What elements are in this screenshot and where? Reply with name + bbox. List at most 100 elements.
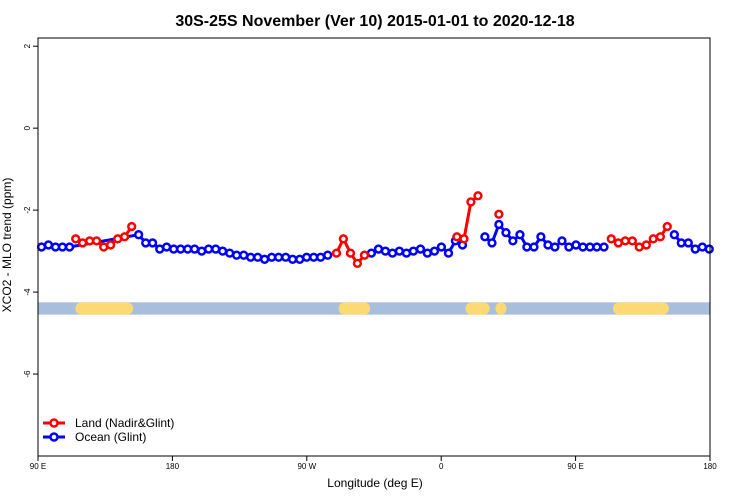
y-tick-label-4: -6 xyxy=(23,370,32,378)
ocean-point xyxy=(683,238,693,248)
y-tick-label-3: -4 xyxy=(23,288,32,296)
ocean-point xyxy=(557,236,567,246)
legend-marker-land xyxy=(49,418,59,428)
x-tick-label-2: 90 W xyxy=(297,462,316,471)
land-point xyxy=(77,238,88,248)
x-tick-label-3: 0 xyxy=(439,462,444,471)
ocean-point xyxy=(522,242,532,252)
land-point xyxy=(331,248,342,258)
ocean-point xyxy=(231,250,242,260)
ocean-point xyxy=(515,230,525,240)
land-band-4 xyxy=(612,302,669,315)
ocean-point xyxy=(429,246,440,256)
y-tick-label-1: 0 xyxy=(23,125,32,130)
ocean-point xyxy=(508,236,518,246)
land-point xyxy=(473,191,483,201)
legend: Land (Nadir&Glint) Ocean (Glint) xyxy=(43,416,174,444)
ocean-point xyxy=(550,242,560,252)
land-point xyxy=(627,236,637,246)
x-tick-label-1: 180 xyxy=(166,462,180,471)
ocean-point xyxy=(380,246,391,256)
land-point xyxy=(466,197,476,207)
ocean-point xyxy=(408,246,419,256)
ocean-point xyxy=(189,244,200,254)
ocean-point xyxy=(217,246,228,256)
x-axis-label: Longitude (deg E) xyxy=(327,476,422,490)
land-point xyxy=(662,221,672,232)
land-point xyxy=(648,234,658,244)
ocean-point xyxy=(676,238,686,248)
land-point xyxy=(452,232,462,242)
x-tick-label-0: 90 E xyxy=(30,462,46,471)
ocean-point xyxy=(259,254,270,264)
land-band-2 xyxy=(465,302,490,315)
land-band-1 xyxy=(338,302,371,315)
ocean-point xyxy=(245,252,256,262)
ocean-point xyxy=(147,238,158,248)
ocean-point xyxy=(704,244,714,254)
ocean-point xyxy=(394,246,405,256)
ocean-point xyxy=(43,240,54,250)
land-point xyxy=(105,240,116,250)
ocean-point xyxy=(487,238,497,248)
ocean-point xyxy=(323,250,333,260)
land-band-3 xyxy=(495,302,507,315)
ocean-point xyxy=(273,252,284,262)
chart-title: 30S-25S November (Ver 10) 2015-01-01 to … xyxy=(175,13,574,30)
surface-band xyxy=(38,302,710,315)
land-point xyxy=(91,236,102,246)
ocean-point xyxy=(64,242,75,252)
ocean-point xyxy=(669,230,679,240)
ocean-point xyxy=(301,252,312,262)
ocean-point xyxy=(133,230,144,240)
land-point xyxy=(71,234,81,244)
land-point xyxy=(127,221,137,232)
ocean-point xyxy=(480,232,490,242)
ocean-point xyxy=(529,242,539,252)
land-band-0 xyxy=(75,302,134,315)
land-point xyxy=(655,232,665,242)
plot-frame xyxy=(37,37,711,457)
y-tick-label-2: -2 xyxy=(23,206,32,214)
x-tick-label-4: 90 E xyxy=(567,462,583,471)
legend-item-land: Land (Nadir&Glint) xyxy=(43,416,174,430)
ocean-point xyxy=(57,242,68,252)
land-point xyxy=(359,250,370,260)
ocean-point xyxy=(175,244,186,254)
land-point xyxy=(494,209,504,219)
ocean-point xyxy=(415,244,426,254)
y-axis-label: XCO2 - MLO trend (ppm) xyxy=(0,178,14,313)
legend-label-land: Land (Nadir&Glint) xyxy=(75,416,174,430)
land-point xyxy=(119,232,130,242)
land-point xyxy=(345,248,356,258)
ocean-point xyxy=(315,252,326,262)
ocean-point xyxy=(564,242,574,252)
x-tick-label-5: 180 xyxy=(703,462,717,471)
ocean-point xyxy=(494,219,504,230)
land-point xyxy=(338,234,349,244)
legend-marker-ocean xyxy=(49,432,59,442)
ocean-point xyxy=(690,244,700,254)
land-point xyxy=(606,234,616,244)
y-tick-label-0: 2 xyxy=(23,43,32,48)
ocean-point xyxy=(578,242,588,252)
ocean-point xyxy=(203,244,214,254)
legend-item-ocean: Ocean (Glint) xyxy=(43,430,146,444)
ocean-point xyxy=(422,248,433,258)
land-point xyxy=(352,258,363,269)
ocean-point xyxy=(501,228,511,238)
land-point xyxy=(641,240,651,250)
series-land xyxy=(71,191,672,269)
ocean-point xyxy=(599,242,609,252)
land-point xyxy=(634,242,644,252)
land-point xyxy=(620,236,630,246)
axes: 90 E 180 90 W 0 90 E 180 2 0 -2 -4 -6 xyxy=(23,43,717,471)
ocean-point xyxy=(536,232,546,242)
ocean-point xyxy=(592,242,602,252)
ocean-band xyxy=(38,302,710,315)
ocean-point xyxy=(443,248,454,258)
series-layer xyxy=(36,191,714,269)
land-point xyxy=(459,234,469,244)
ocean-point xyxy=(436,242,447,252)
